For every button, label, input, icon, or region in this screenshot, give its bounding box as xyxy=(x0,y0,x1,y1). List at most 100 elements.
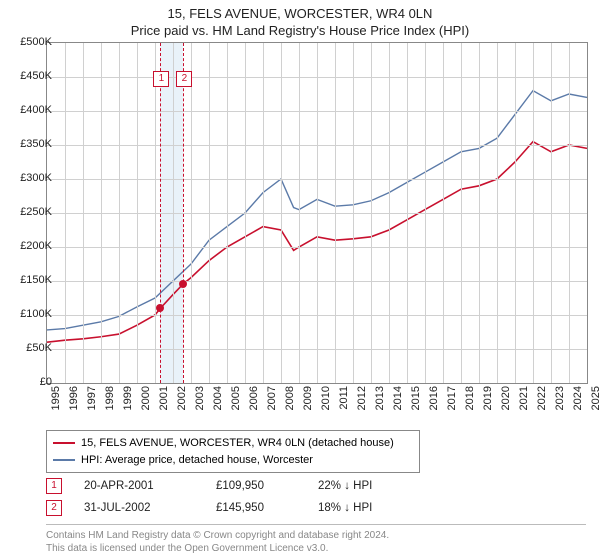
event-dot xyxy=(179,280,187,288)
xtick-label: 1997 xyxy=(86,386,98,410)
gridline-vertical xyxy=(551,43,552,383)
xtick-label: 2025 xyxy=(590,386,600,410)
event-number-box: 1 xyxy=(46,478,62,494)
gridline-vertical xyxy=(209,43,210,383)
gridline-vertical xyxy=(317,43,318,383)
gridline-vertical xyxy=(191,43,192,383)
xtick-label: 2020 xyxy=(500,386,512,410)
legend-row: HPI: Average price, detached house, Worc… xyxy=(53,452,413,469)
ytick-label: £250K xyxy=(8,206,52,218)
legend-label: HPI: Average price, detached house, Worc… xyxy=(81,452,313,469)
gridline-vertical xyxy=(443,43,444,383)
xtick-label: 2023 xyxy=(554,386,566,410)
gridline-vertical xyxy=(389,43,390,383)
gridline-vertical xyxy=(281,43,282,383)
ytick-label: £100K xyxy=(8,308,52,320)
gridline-vertical xyxy=(425,43,426,383)
gridline-vertical xyxy=(245,43,246,383)
xtick-label: 2010 xyxy=(320,386,332,410)
footer-attribution: Contains HM Land Registry data © Crown c… xyxy=(46,524,586,555)
xtick-label: 2008 xyxy=(284,386,296,410)
gridline-vertical xyxy=(515,43,516,383)
gridline-vertical xyxy=(227,43,228,383)
event-vline xyxy=(160,43,161,383)
xtick-label: 2006 xyxy=(248,386,260,410)
xtick-label: 2018 xyxy=(464,386,476,410)
xtick-label: 1998 xyxy=(104,386,116,410)
xtick-label: 2004 xyxy=(212,386,224,410)
gridline-vertical xyxy=(497,43,498,383)
footer-line1: Contains HM Land Registry data © Crown c… xyxy=(46,529,586,542)
event-price: £145,950 xyxy=(216,502,296,514)
xtick-label: 2002 xyxy=(176,386,188,410)
plot-region: 12 xyxy=(46,42,588,384)
xtick-label: 2016 xyxy=(428,386,440,410)
title-address: 15, FELS AVENUE, WORCESTER, WR4 0LN xyxy=(0,6,600,23)
xtick-label: 2001 xyxy=(158,386,170,410)
event-marker-box: 2 xyxy=(176,71,192,87)
xtick-label: 2011 xyxy=(338,386,350,410)
ytick-label: £450K xyxy=(8,70,52,82)
gridline-vertical xyxy=(299,43,300,383)
gridline-vertical xyxy=(119,43,120,383)
xtick-label: 2012 xyxy=(356,386,368,410)
xtick-label: 2021 xyxy=(518,386,530,410)
ytick-label: £500K xyxy=(8,36,52,48)
ytick-label: £150K xyxy=(8,274,52,286)
chart-area: 12 xyxy=(46,42,586,382)
gridline-vertical xyxy=(569,43,570,383)
gridline-vertical xyxy=(137,43,138,383)
ytick-label: £400K xyxy=(8,104,52,116)
event-delta: 18% ↓ HPI xyxy=(318,502,398,514)
xtick-label: 2014 xyxy=(392,386,404,410)
xtick-label: 2000 xyxy=(140,386,152,410)
gridline-vertical xyxy=(83,43,84,383)
event-marker-box: 1 xyxy=(153,71,169,87)
xtick-label: 2003 xyxy=(194,386,206,410)
ytick-label: £50K xyxy=(8,342,52,354)
gridline-vertical xyxy=(371,43,372,383)
gridline-vertical xyxy=(461,43,462,383)
xtick-label: 2009 xyxy=(302,386,314,410)
xtick-label: 2019 xyxy=(482,386,494,410)
ytick-label: £200K xyxy=(8,240,52,252)
event-table: 1 20-APR-2001 £109,950 22% ↓ HPI 2 31-JUL-200… xyxy=(46,478,586,522)
ytick-label: £300K xyxy=(8,172,52,184)
gridline-vertical xyxy=(155,43,156,383)
xtick-label: 2015 xyxy=(410,386,422,410)
footer-line2: This data is licensed under the Open Gov… xyxy=(46,542,586,555)
xtick-label: 2022 xyxy=(536,386,548,410)
event-row: 2 31-JUL-2002 £145,950 18% ↓ HPI xyxy=(46,500,586,516)
event-price: £109,950 xyxy=(216,480,296,492)
event-date: 20-APR-2001 xyxy=(84,480,194,492)
gridline-vertical xyxy=(263,43,264,383)
xtick-label: 2005 xyxy=(230,386,242,410)
event-dot xyxy=(156,304,164,312)
xtick-label: 2024 xyxy=(572,386,584,410)
gridline-vertical xyxy=(65,43,66,383)
event-vline xyxy=(183,43,184,383)
gridline-vertical xyxy=(101,43,102,383)
xtick-label: 1996 xyxy=(68,386,80,410)
gridline-vertical xyxy=(353,43,354,383)
gridline-vertical xyxy=(479,43,480,383)
legend-row: 15, FELS AVENUE, WORCESTER, WR4 0LN (det… xyxy=(53,435,413,452)
gridline-vertical xyxy=(533,43,534,383)
ytick-label: £0 xyxy=(8,376,52,388)
chart-title: 15, FELS AVENUE, WORCESTER, WR4 0LN Pric… xyxy=(0,0,600,40)
event-number-box: 2 xyxy=(46,500,62,516)
xtick-label: 1999 xyxy=(122,386,134,410)
legend-swatch xyxy=(53,459,75,461)
gridline-vertical xyxy=(335,43,336,383)
title-subtitle: Price paid vs. HM Land Registry's House … xyxy=(0,23,600,40)
gridline-vertical xyxy=(407,43,408,383)
event-delta: 22% ↓ HPI xyxy=(318,480,398,492)
legend: 15, FELS AVENUE, WORCESTER, WR4 0LN (det… xyxy=(46,430,420,473)
legend-label: 15, FELS AVENUE, WORCESTER, WR4 0LN (det… xyxy=(81,435,394,452)
xtick-label: 2017 xyxy=(446,386,458,410)
xtick-label: 2007 xyxy=(266,386,278,410)
event-row: 1 20-APR-2001 £109,950 22% ↓ HPI xyxy=(46,478,586,494)
gridline-vertical xyxy=(173,43,174,383)
event-date: 31-JUL-2002 xyxy=(84,502,194,514)
legend-swatch xyxy=(53,442,75,444)
